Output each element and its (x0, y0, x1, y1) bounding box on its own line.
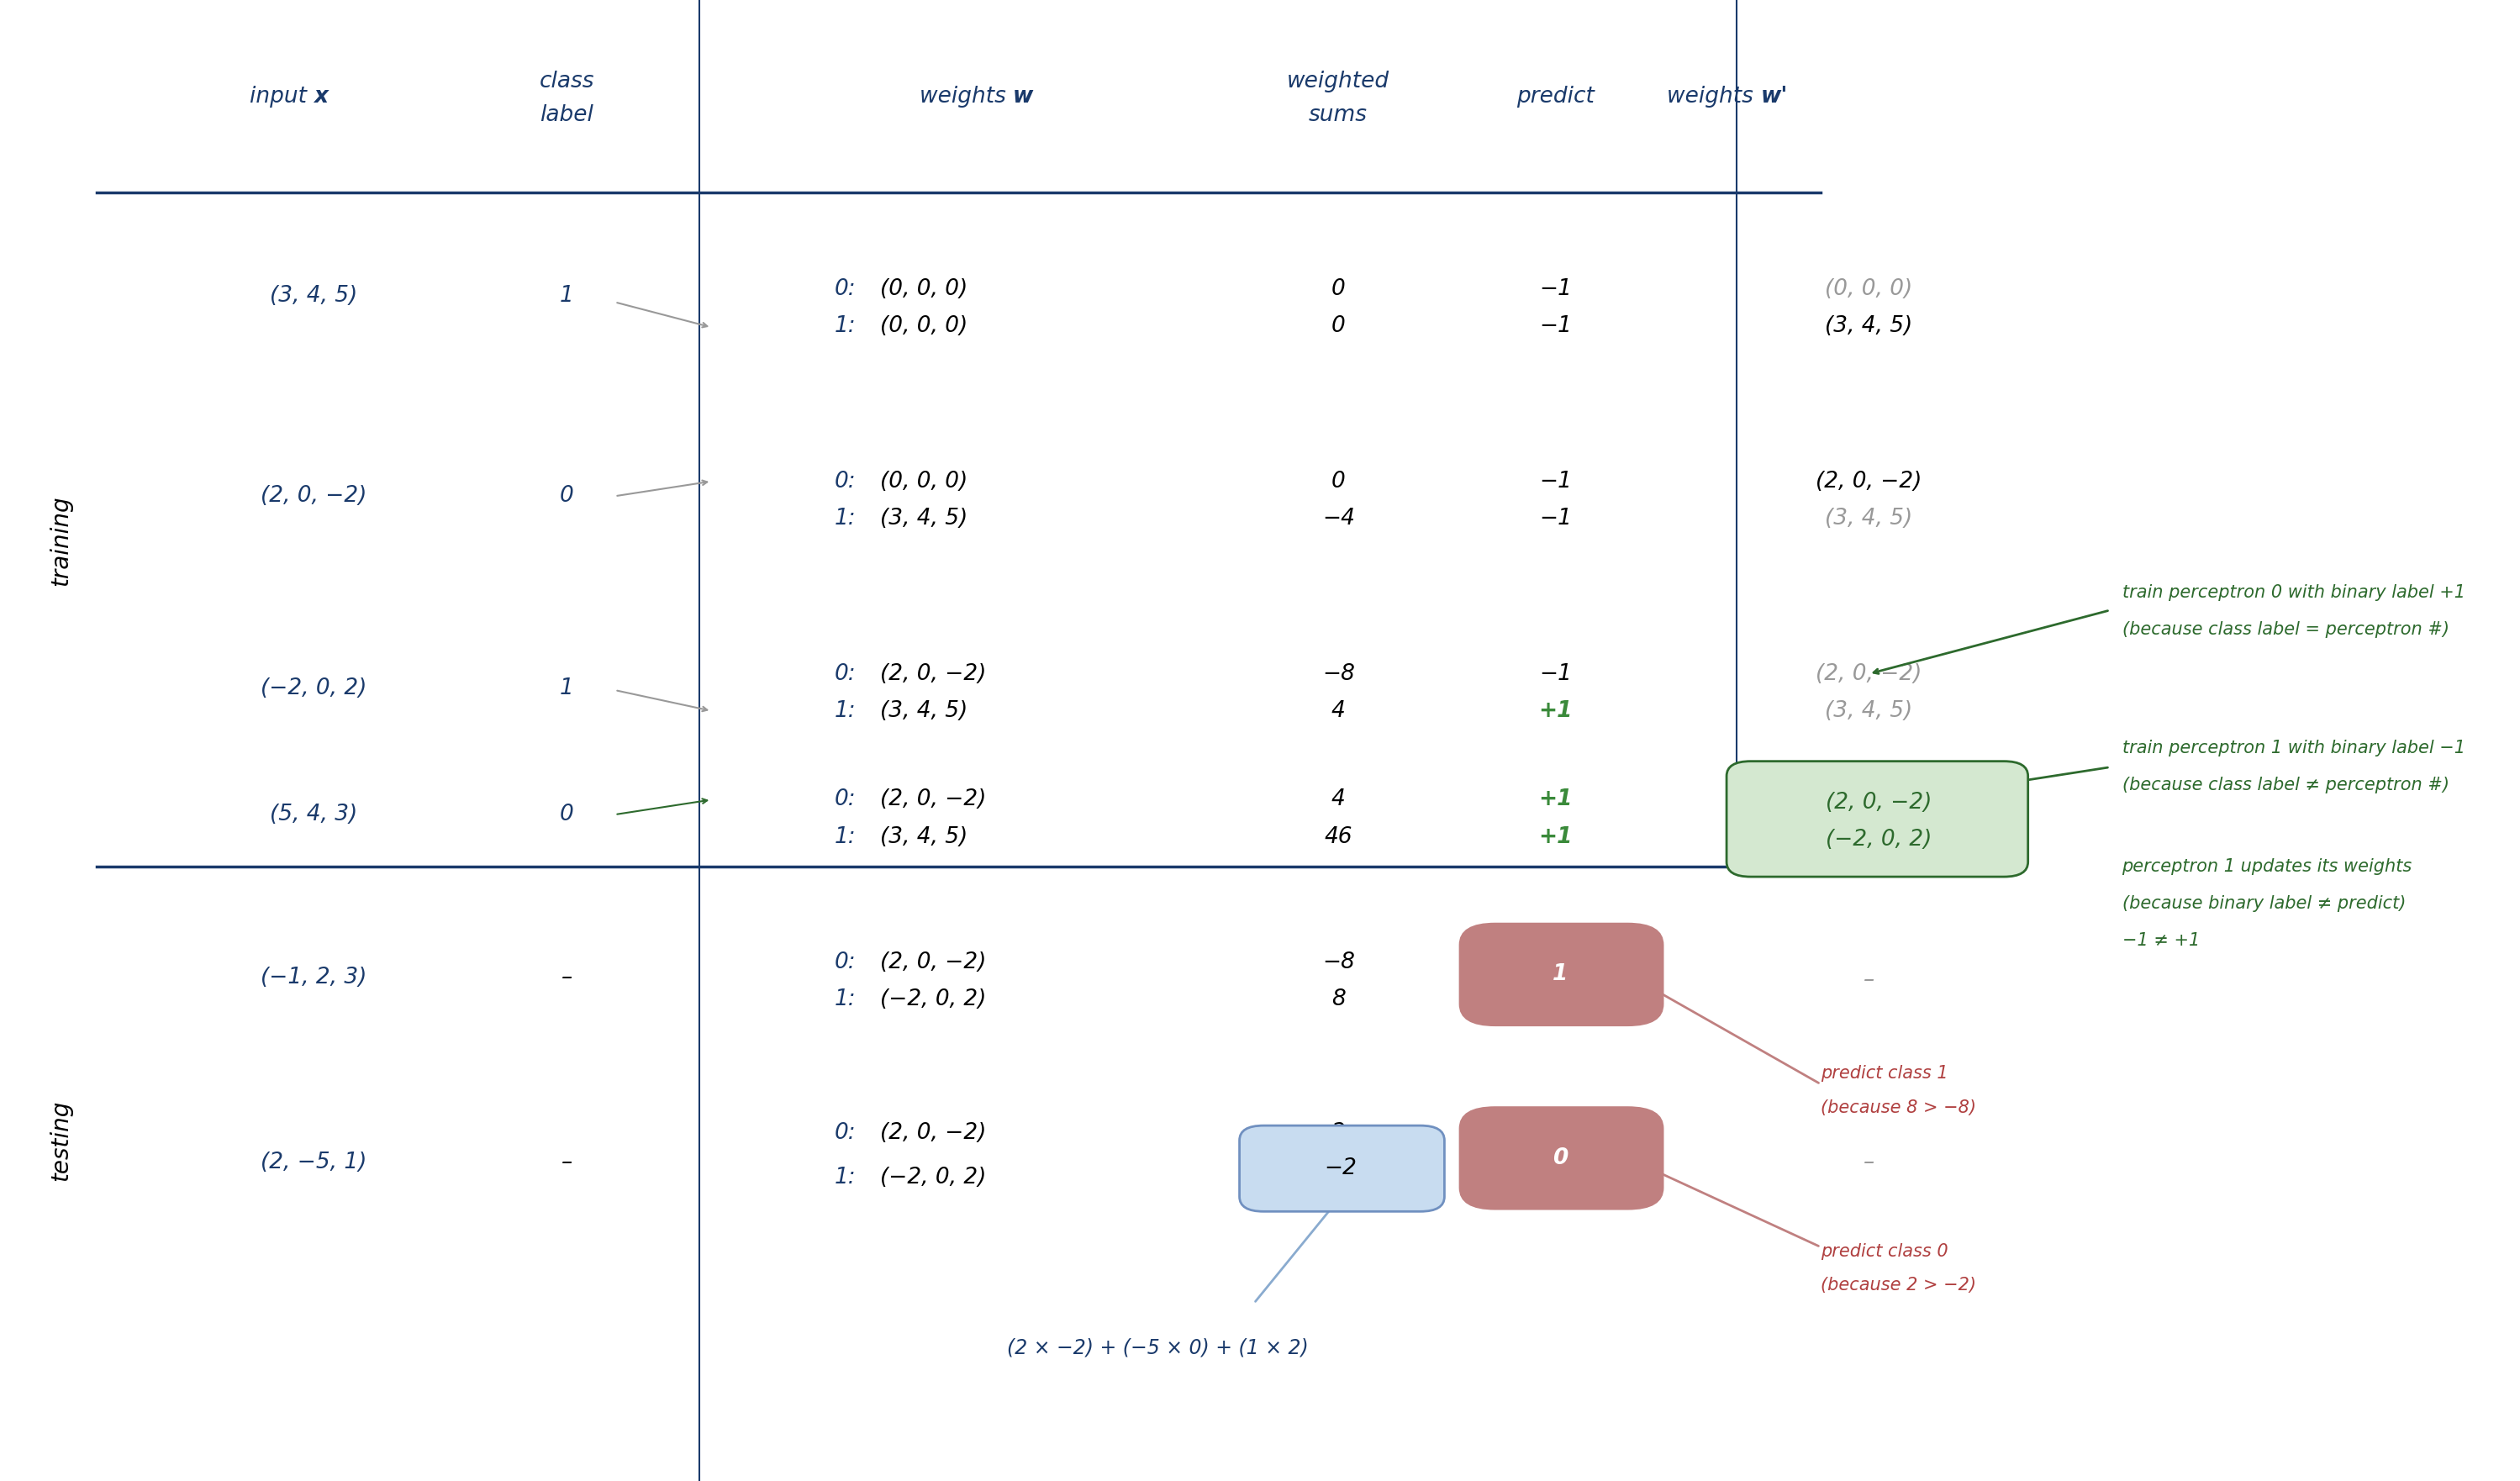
Text: weighted: weighted (1288, 71, 1389, 92)
Text: train perceptron 1 with binary label −1: train perceptron 1 with binary label −1 (2122, 739, 2465, 757)
Text: −1: −1 (1540, 471, 1572, 492)
Text: label: label (539, 105, 595, 126)
Text: −1: −1 (1540, 315, 1572, 336)
Text: (5, 4, 3): (5, 4, 3) (270, 804, 358, 825)
Text: (−1, 2, 3): (−1, 2, 3) (260, 967, 365, 988)
Text: (−2, 0, 2): (−2, 0, 2) (879, 1167, 985, 1188)
Text: (3, 4, 5): (3, 4, 5) (1824, 701, 1913, 721)
Text: 1:: 1: (834, 989, 857, 1010)
Text: (3, 4, 5): (3, 4, 5) (270, 286, 358, 307)
Text: sums: sums (1308, 105, 1368, 126)
Text: 4: 4 (1331, 789, 1346, 810)
Text: 0:: 0: (834, 471, 857, 492)
Text: (because class label ≠ perceptron #): (because class label ≠ perceptron #) (2122, 776, 2449, 794)
Text: –: – (1862, 1152, 1875, 1173)
Text: 0:: 0: (834, 278, 857, 299)
Text: –: – (562, 967, 572, 988)
Text: (2 × −2) + (−5 × 0) + (1 × 2): (2 × −2) + (−5 × 0) + (1 × 2) (1005, 1337, 1308, 1358)
Text: −8: −8 (1323, 663, 1356, 684)
Text: testing: testing (48, 1100, 73, 1180)
Text: (because binary label ≠ predict): (because binary label ≠ predict) (2122, 895, 2407, 912)
Text: weights: weights (920, 86, 1013, 107)
Text: (2, 0, −2): (2, 0, −2) (260, 486, 365, 507)
Text: (−2, 0, 2): (−2, 0, 2) (260, 678, 365, 699)
Text: (−2, 0, 2): (−2, 0, 2) (1824, 829, 1933, 850)
Text: 0: 0 (1331, 315, 1346, 336)
Text: (0, 0, 0): (0, 0, 0) (1824, 278, 1913, 299)
Text: 46: 46 (1323, 826, 1353, 847)
Text: 0:: 0: (834, 789, 857, 810)
Text: 0:: 0: (834, 1123, 857, 1143)
Text: (2, −5, 1): (2, −5, 1) (260, 1152, 365, 1173)
FancyBboxPatch shape (1240, 1126, 1444, 1211)
Text: w: w (1013, 86, 1033, 107)
Text: −1: −1 (1540, 508, 1572, 529)
Text: class: class (539, 71, 595, 92)
Text: 2: 2 (1331, 1123, 1346, 1143)
Text: −8: −8 (1323, 952, 1356, 973)
Text: 0:: 0: (834, 952, 857, 973)
Text: (2, 0, −2): (2, 0, −2) (1824, 792, 1933, 813)
Text: 1:: 1: (834, 315, 857, 336)
Text: 4: 4 (1331, 701, 1346, 721)
Text: (−2, 0, 2): (−2, 0, 2) (879, 989, 985, 1010)
Text: (because class label = perceptron #): (because class label = perceptron #) (2122, 621, 2449, 638)
Text: +1: +1 (1537, 789, 1572, 810)
Text: (3, 4, 5): (3, 4, 5) (879, 826, 968, 847)
Text: training: training (48, 495, 73, 586)
Text: −1: −1 (1540, 663, 1572, 684)
Text: (0, 0, 0): (0, 0, 0) (879, 471, 968, 492)
Text: (2, 0, −2): (2, 0, −2) (879, 952, 985, 973)
Text: (0, 0, 0): (0, 0, 0) (879, 315, 968, 336)
Text: (3, 4, 5): (3, 4, 5) (1824, 508, 1913, 529)
Text: (0, 0, 0): (0, 0, 0) (879, 278, 968, 299)
Text: (because 2 > −2): (because 2 > −2) (1819, 1277, 1976, 1294)
Text: 0: 0 (1331, 471, 1346, 492)
Text: 1:: 1: (834, 1167, 857, 1188)
FancyBboxPatch shape (1726, 761, 2029, 877)
Text: predict class 1: predict class 1 (1819, 1065, 1948, 1083)
Text: +1: +1 (1537, 826, 1572, 847)
Text: 1: 1 (559, 286, 575, 307)
Text: train perceptron 0 with binary label +1: train perceptron 0 with binary label +1 (2122, 584, 2465, 601)
Text: perceptron 1 updates its weights: perceptron 1 updates its weights (2122, 857, 2412, 875)
Text: −1 ≠ +1: −1 ≠ +1 (2122, 932, 2200, 949)
Text: predict: predict (1517, 86, 1595, 107)
Text: 0: 0 (559, 804, 575, 825)
Text: 1:: 1: (834, 701, 857, 721)
Text: +1: +1 (1537, 701, 1572, 721)
Text: (2, 0, −2): (2, 0, −2) (1817, 663, 1923, 684)
Text: 0: 0 (1552, 1148, 1567, 1169)
Text: (2, 0, −2): (2, 0, −2) (879, 789, 985, 810)
Text: 0: 0 (1331, 278, 1346, 299)
FancyBboxPatch shape (1459, 1106, 1663, 1210)
Text: input: input (249, 86, 312, 107)
Text: 8: 8 (1331, 989, 1346, 1010)
Text: 0: 0 (559, 486, 575, 507)
Text: (2, 0, −2): (2, 0, −2) (879, 1123, 985, 1143)
Text: −1: −1 (1540, 278, 1572, 299)
Text: (3, 4, 5): (3, 4, 5) (879, 701, 968, 721)
Text: 1:: 1: (834, 826, 857, 847)
Text: predict class 0: predict class 0 (1819, 1243, 1948, 1260)
Text: 1: 1 (1552, 964, 1567, 985)
Text: (2, 0, −2): (2, 0, −2) (1817, 471, 1923, 492)
Text: weights: weights (1666, 86, 1761, 107)
Text: (2, 0, −2): (2, 0, −2) (879, 663, 985, 684)
Text: −2: −2 (1326, 1158, 1358, 1179)
Text: (3, 4, 5): (3, 4, 5) (879, 508, 968, 529)
Text: −4: −4 (1323, 508, 1356, 529)
Text: –: – (1862, 970, 1875, 991)
Text: (3, 4, 5): (3, 4, 5) (1824, 315, 1913, 336)
Text: w': w' (1761, 86, 1787, 107)
Text: –: – (562, 1152, 572, 1173)
Text: 0:: 0: (834, 663, 857, 684)
Text: 1: 1 (559, 678, 575, 699)
FancyBboxPatch shape (1459, 923, 1663, 1026)
Text: x: x (312, 86, 328, 107)
Text: (because 8 > −8): (because 8 > −8) (1819, 1099, 1976, 1117)
Text: 1:: 1: (834, 508, 857, 529)
